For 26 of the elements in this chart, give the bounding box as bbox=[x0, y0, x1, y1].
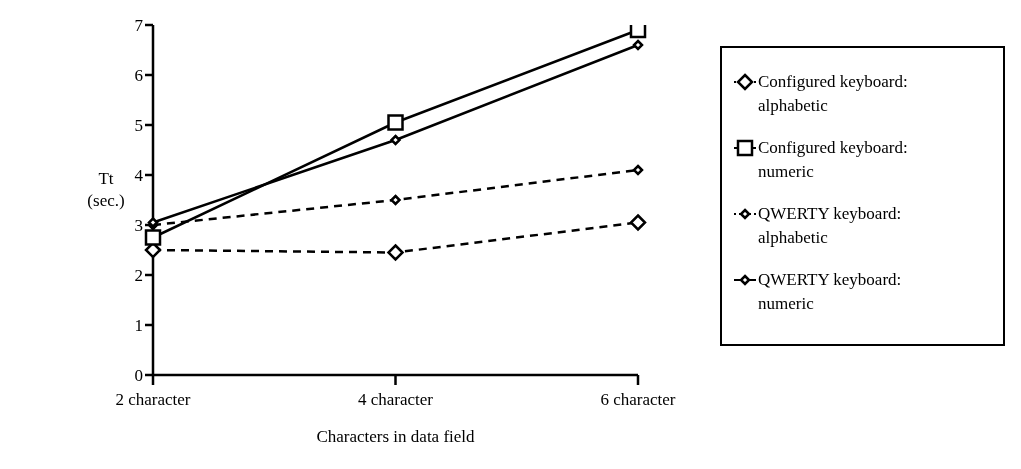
legend-label: Configured keyboard: alphabetic bbox=[758, 71, 909, 117]
legend-label: QWERTY keyboard: alphabetic bbox=[758, 203, 903, 249]
point bbox=[390, 134, 401, 146]
y-tick-label: 7 bbox=[134, 16, 144, 36]
y-tick-label: 0 bbox=[134, 366, 143, 386]
legend-label: QWERTY keyboard: numeric bbox=[758, 269, 903, 315]
point bbox=[144, 229, 162, 246]
point bbox=[387, 114, 404, 131]
y-tick-label: 2 bbox=[134, 266, 143, 286]
point bbox=[387, 244, 404, 261]
y-tick-label: 6 bbox=[134, 66, 143, 86]
y-tick-label: 3 bbox=[134, 216, 143, 236]
point bbox=[632, 39, 644, 51]
y-tick-label: 4 bbox=[134, 166, 144, 186]
point bbox=[629, 214, 647, 231]
x-tick-label: 6 character bbox=[600, 390, 676, 410]
point bbox=[390, 194, 401, 206]
x-axis-title: Characters in data field bbox=[316, 427, 476, 446]
y-tick-label: 5 bbox=[134, 116, 143, 136]
x-tick-label: 4 character bbox=[357, 390, 434, 410]
x-tick-label: 2 character bbox=[115, 390, 191, 410]
y-tick-label: 1 bbox=[134, 316, 143, 336]
y-axis-title: Tt (sec.) bbox=[86, 168, 126, 212]
legend-label: Configured keyboard: numeric bbox=[758, 137, 909, 183]
point bbox=[629, 25, 647, 39]
point bbox=[632, 164, 644, 176]
